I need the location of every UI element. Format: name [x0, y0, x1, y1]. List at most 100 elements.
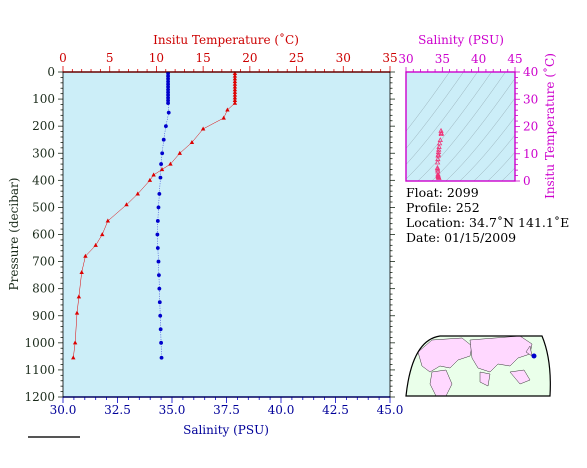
- salinity-point: [166, 110, 171, 115]
- temperature-point: [232, 73, 238, 78]
- salinity-point: [157, 300, 162, 305]
- ts-point: [436, 174, 442, 180]
- temperature-point: [200, 126, 206, 131]
- temperature-point: [79, 270, 84, 275]
- location: Location: 34.7˚N 141.1˚E: [406, 215, 569, 230]
- salinity-tick-label: 32.5: [104, 403, 131, 417]
- salinity-point: [166, 84, 170, 89]
- temperature-point: [168, 161, 173, 166]
- ts-point: [438, 129, 444, 135]
- temperature-point: [124, 202, 129, 207]
- ts-temperature-tick-label: 40: [523, 65, 538, 79]
- float-location-marker: [531, 353, 537, 359]
- temperature-tick-label: 15: [196, 51, 211, 65]
- ts-point: [434, 159, 441, 165]
- temperature-point: [177, 150, 182, 155]
- salinity-point: [155, 232, 160, 237]
- temperature-axis-label: Insitu Temperature (˚C): [153, 32, 299, 47]
- pressure-tick-label: 0: [47, 65, 55, 79]
- salinity-point: [158, 327, 163, 332]
- salinity-point: [163, 124, 168, 129]
- ts-salinity-tick-label: 30: [398, 52, 413, 66]
- temperature-point: [159, 167, 165, 172]
- temperature-tick-label: 5: [106, 51, 114, 65]
- salinity-tick-label: 42.5: [322, 403, 349, 417]
- ts-point: [438, 131, 444, 137]
- temperature-point: [221, 115, 226, 120]
- density-contours: [406, 42, 587, 191]
- ts-temperature-axis-label: Insitu Temperature (˚C): [542, 53, 557, 199]
- date: Date: 01/15/2009: [406, 230, 516, 245]
- temperature-point: [232, 87, 238, 92]
- salinity-point: [159, 340, 164, 345]
- location-map: [405, 335, 551, 397]
- salinity-tick-label: 37.5: [213, 403, 240, 417]
- salinity-point: [159, 162, 164, 166]
- salinity-point: [166, 79, 170, 84]
- density-contour: [406, 72, 464, 149]
- pressure-tick-label: 1100: [24, 363, 55, 377]
- temperature-point: [189, 140, 195, 145]
- salinity-point: [157, 273, 161, 278]
- salinity-point: [158, 175, 163, 180]
- profile-plot-background: [63, 72, 390, 397]
- salinity-tick-label: 45.0: [377, 403, 404, 417]
- temperature-tick-label: 30: [336, 51, 351, 65]
- density-contour: [459, 116, 515, 181]
- ts-temperature-tick-label: 0: [523, 174, 531, 188]
- pressure-tick-label: 100: [32, 92, 55, 106]
- map-frame: [405, 335, 551, 397]
- ts-salinity-tick-label: 35: [435, 52, 450, 66]
- map-land: [417, 336, 533, 396]
- pressure-tick-label: 200: [32, 119, 55, 133]
- ts-temperature-tick-label: 30: [523, 92, 538, 106]
- salinity-point: [166, 101, 170, 106]
- density-contour: [406, 72, 478, 165]
- density-contour: [532, 42, 587, 191]
- salinity-point: [157, 191, 162, 196]
- pressure-tick-label: 300: [32, 146, 55, 160]
- temperature-point: [93, 242, 98, 247]
- temperature-point: [76, 294, 82, 299]
- temperature-tick-label: 10: [149, 51, 164, 65]
- salinity-point: [166, 74, 170, 78]
- temperature-point: [232, 98, 238, 103]
- float-info: Float: 2099 Profile: 252 Location: 34.7˚…: [406, 185, 569, 245]
- temperature-tick-label: 25: [289, 51, 304, 65]
- ts-point: [434, 166, 441, 172]
- pressure-tick-label: 900: [32, 309, 55, 323]
- ts-temperature-tick-label: 10: [523, 147, 538, 161]
- pressure-tick-label: 500: [32, 200, 55, 214]
- temperature-point: [232, 92, 238, 97]
- ts-temperature-tick-label: 20: [523, 120, 538, 134]
- salinity-point: [159, 355, 164, 360]
- salinity-point: [166, 76, 170, 81]
- density-contour: [406, 72, 492, 180]
- ts-plot-frame: [405, 71, 516, 182]
- density-contour: [417, 72, 506, 181]
- salinity-tick-label: 40.0: [268, 403, 295, 417]
- salinity-point: [166, 95, 170, 100]
- temperature-point: [83, 253, 88, 258]
- salinity-point: [161, 137, 166, 142]
- temperature-point: [147, 177, 153, 182]
- temperature-point: [74, 310, 80, 315]
- salinity-point: [155, 219, 160, 223]
- pressure-tick-label: 400: [32, 173, 55, 187]
- ts-point: [436, 146, 442, 152]
- pressure-axis-label: Pressure (decibar): [7, 178, 21, 291]
- pressure-tick-label: 700: [32, 255, 55, 269]
- salinity-point: [160, 151, 165, 156]
- ts-salinity-tick-label: 45: [507, 52, 522, 66]
- salinity-axis-label: Salinity (PSU): [183, 423, 269, 437]
- temperature-point: [232, 79, 238, 84]
- salinity-point: [166, 98, 170, 103]
- salinity-point: [166, 93, 170, 97]
- ts-plot-background: [406, 72, 515, 181]
- density-contour: [473, 134, 515, 181]
- salinity-tick-label: 30.0: [50, 403, 77, 417]
- ts-salinity-axis-label: Salinity (PSU): [418, 33, 504, 47]
- temperature-tick-label: 0: [59, 51, 67, 65]
